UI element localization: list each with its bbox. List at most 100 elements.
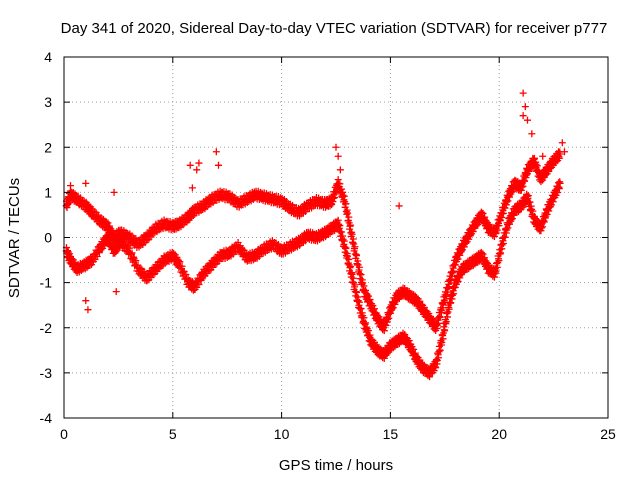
y-tick-label: -1 xyxy=(40,275,53,291)
data-point xyxy=(546,202,554,210)
data-point xyxy=(495,257,503,265)
data-point-spike xyxy=(84,306,92,314)
data-point xyxy=(388,305,396,313)
data-point xyxy=(549,198,557,206)
data-point xyxy=(481,254,489,262)
data-point xyxy=(451,261,459,269)
data-point xyxy=(448,291,456,299)
data-point xyxy=(498,241,506,249)
data-point xyxy=(526,198,534,206)
data-point xyxy=(545,167,553,175)
data-point-spike xyxy=(560,148,568,156)
data-point-spike xyxy=(112,288,120,296)
data-point-spike xyxy=(336,166,344,174)
data-point xyxy=(63,204,71,212)
data-point-spike xyxy=(523,116,531,124)
data-point xyxy=(442,318,450,326)
data-point xyxy=(545,207,553,215)
data-point xyxy=(556,150,564,158)
data-point-spike xyxy=(82,179,90,187)
data-point xyxy=(359,279,367,287)
data-point-spike xyxy=(528,130,536,138)
data-point xyxy=(328,201,336,209)
data-point xyxy=(362,319,370,327)
data-point-spike xyxy=(539,152,547,160)
data-point xyxy=(506,193,514,201)
data-point xyxy=(348,270,356,278)
data-point xyxy=(501,233,509,241)
data-point xyxy=(279,196,287,204)
data-point xyxy=(353,288,361,296)
data-point xyxy=(348,230,356,238)
y-tick-label: 4 xyxy=(44,49,52,65)
data-point xyxy=(494,258,502,266)
data-point xyxy=(451,283,459,291)
data-point xyxy=(555,154,563,162)
data-point xyxy=(342,244,350,252)
data-point-spike xyxy=(82,297,90,305)
x-tick-label: 5 xyxy=(169,426,177,442)
data-point xyxy=(501,204,509,212)
data-point xyxy=(346,221,354,229)
data-point-spike xyxy=(69,193,77,201)
data-point xyxy=(339,191,347,199)
data-point xyxy=(492,267,500,275)
data-point xyxy=(149,270,157,278)
data-point xyxy=(481,213,489,221)
data-point xyxy=(340,237,348,245)
data-point xyxy=(346,262,354,270)
data-point xyxy=(337,228,345,236)
data-point xyxy=(448,269,456,277)
data-point xyxy=(342,200,350,208)
data-point xyxy=(355,298,363,306)
data-point xyxy=(335,220,343,228)
data-point xyxy=(336,180,344,188)
data-point xyxy=(199,204,207,212)
data-point xyxy=(556,179,564,187)
data-point xyxy=(329,194,337,202)
data-point xyxy=(337,185,345,193)
data-point-spike xyxy=(395,202,403,210)
data-point xyxy=(555,185,563,193)
data-point xyxy=(128,249,136,257)
y-tick-label: 0 xyxy=(44,230,52,246)
y-tick-label: 3 xyxy=(44,94,52,110)
data-point xyxy=(106,234,114,242)
data-point xyxy=(497,249,505,257)
data-point xyxy=(507,215,515,223)
data-point xyxy=(344,209,352,217)
data-point-spike xyxy=(519,112,527,120)
data-point xyxy=(366,296,374,304)
data-point xyxy=(460,243,468,251)
data-point-spike xyxy=(188,184,196,192)
data-point xyxy=(522,171,530,179)
data-point xyxy=(447,299,455,307)
data-point xyxy=(175,257,183,265)
data-point xyxy=(354,297,362,305)
data-point xyxy=(524,192,532,200)
data-point xyxy=(432,364,440,372)
data-point xyxy=(456,274,464,282)
data-point-spike xyxy=(332,143,340,151)
data-point-spike xyxy=(193,166,201,174)
data-point xyxy=(178,262,186,270)
data-point xyxy=(506,220,514,228)
y-tick-label: 2 xyxy=(44,139,52,155)
x-tick-label: 10 xyxy=(274,426,290,442)
x-tick-label: 25 xyxy=(600,426,616,442)
data-point-spike xyxy=(195,159,203,167)
data-point xyxy=(353,252,361,260)
data-point-spike xyxy=(110,188,118,196)
data-point xyxy=(136,264,144,272)
data-point xyxy=(521,177,529,185)
data-point-spike xyxy=(558,139,566,147)
data-point xyxy=(211,260,219,268)
data-point xyxy=(435,319,443,327)
data-points xyxy=(62,89,568,381)
data-point xyxy=(382,322,390,330)
data-point xyxy=(438,338,446,346)
data-point xyxy=(380,327,388,335)
y-tick-label: 1 xyxy=(44,184,52,200)
data-point xyxy=(391,300,399,308)
